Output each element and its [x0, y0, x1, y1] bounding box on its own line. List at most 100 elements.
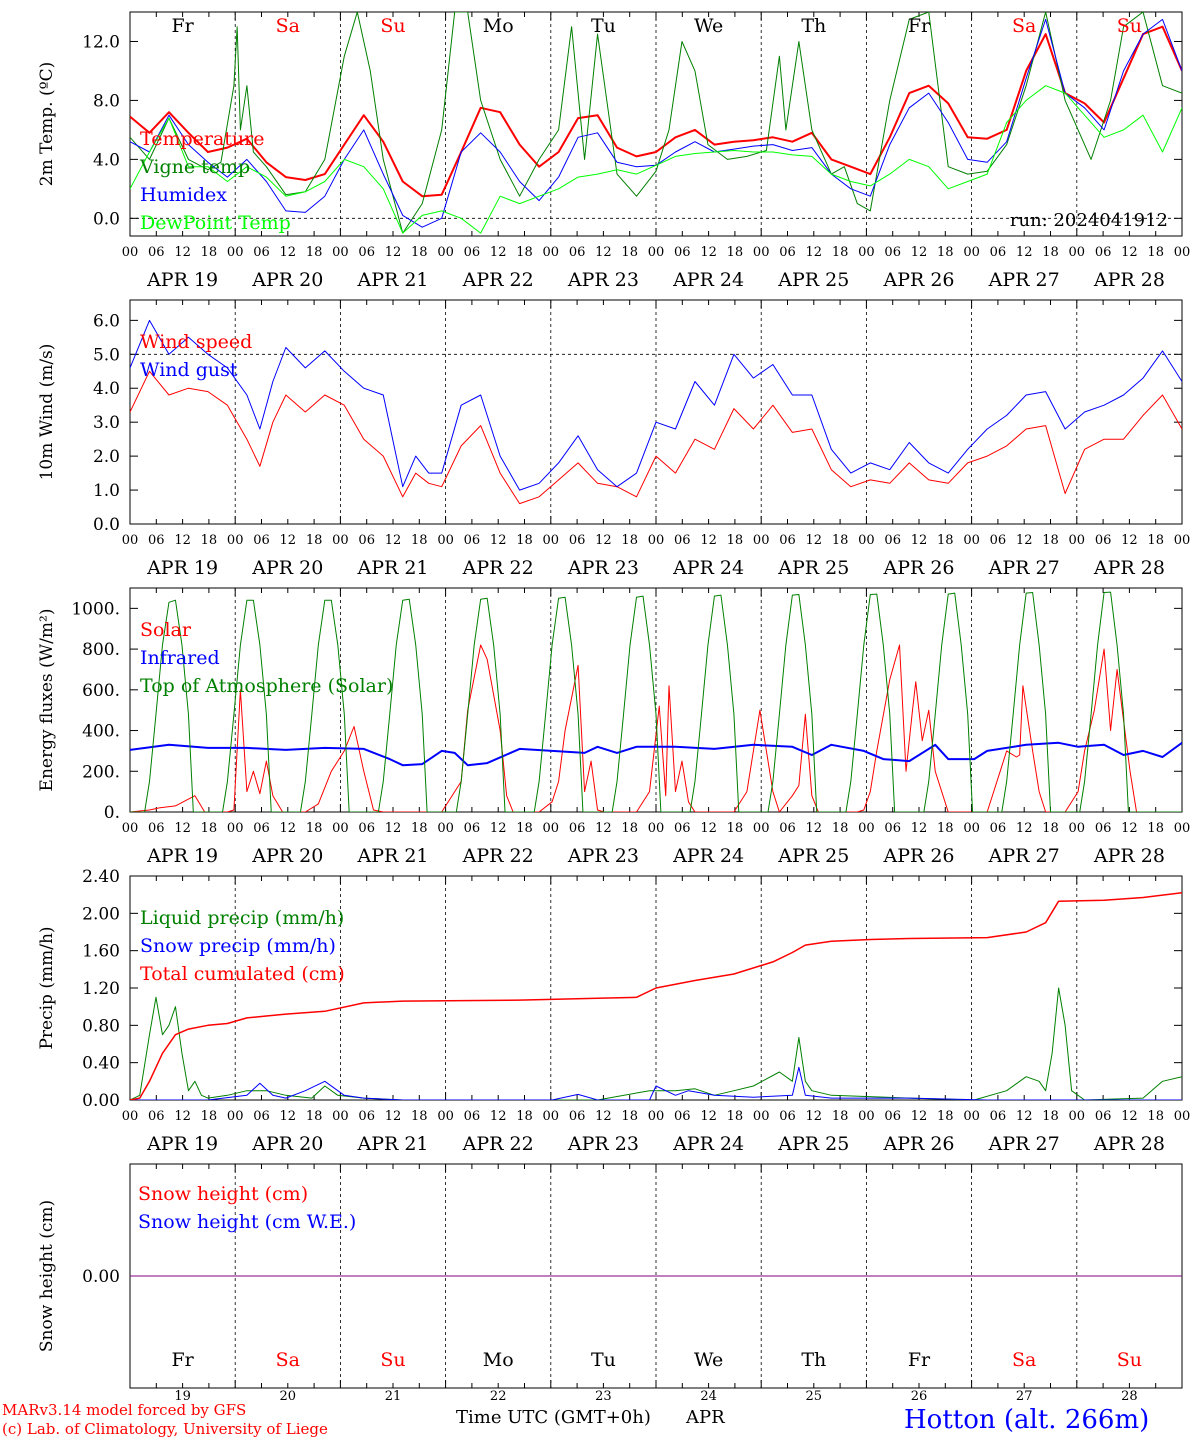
- y-axis-label: 2m Temp. (ºC): [37, 62, 57, 187]
- hour-tick-label: 18: [411, 1109, 428, 1124]
- hour-tick-label: 06: [464, 245, 481, 260]
- hour-tick-label: 00: [437, 821, 454, 836]
- date-label: APR 22: [462, 557, 534, 579]
- hour-tick-label: 12: [280, 533, 297, 548]
- hour-tick-label: 18: [516, 533, 533, 548]
- day-name-label: Sa: [1012, 1349, 1036, 1371]
- day-number-label: 23: [595, 1389, 612, 1404]
- hour-tick-label: 18: [832, 821, 849, 836]
- hour-tick-label: 18: [1042, 533, 1059, 548]
- series-line: [130, 591, 1182, 812]
- y-tick-label: 1000.: [71, 599, 120, 619]
- date-label: APR 23: [567, 1133, 639, 1155]
- hour-tick-label: 00: [122, 821, 139, 836]
- y-tick-label: 2.00: [82, 904, 120, 924]
- legend-entry: DewPoint Temp: [140, 212, 291, 234]
- hour-tick-label: 12: [1016, 245, 1033, 260]
- y-tick-label: 3.0: [93, 413, 120, 433]
- hour-tick-label: 06: [148, 533, 165, 548]
- hour-tick-label: 00: [1069, 245, 1086, 260]
- day-name-label: Sa: [1012, 15, 1036, 37]
- series-line: [130, 12, 1182, 234]
- hour-tick-label: 18: [1042, 1109, 1059, 1124]
- y-tick-label: 0.: [104, 803, 120, 823]
- y-tick-label: 1.60: [82, 942, 120, 962]
- hour-tick-label: 18: [411, 533, 428, 548]
- credit-line-1: MARv3.14 model forced by GFS: [2, 1401, 246, 1419]
- hour-tick-label: 12: [806, 821, 823, 836]
- date-label: APR 28: [1093, 557, 1165, 579]
- day-number-label: 21: [385, 1389, 402, 1404]
- hour-tick-label: 12: [280, 821, 297, 836]
- date-label: APR 28: [1093, 1133, 1165, 1155]
- date-label: APR 21: [356, 845, 428, 867]
- hour-tick-label: 06: [358, 1109, 375, 1124]
- hour-tick-label: 18: [1147, 245, 1164, 260]
- date-label: APR 27: [988, 1133, 1060, 1155]
- day-number-label: 28: [1121, 1389, 1138, 1404]
- legend-entry: Vigne temp: [139, 156, 250, 178]
- series-line: [130, 644, 1182, 812]
- hour-tick-label: 18: [937, 245, 954, 260]
- hour-tick-label: 00: [1069, 533, 1086, 548]
- hour-tick-label: 00: [543, 821, 560, 836]
- y-tick-label: 4.0: [93, 379, 120, 399]
- x-axis-month: APR: [685, 1407, 725, 1428]
- hour-tick-label: 00: [1174, 821, 1191, 836]
- hour-tick-label: 00: [858, 533, 875, 548]
- hour-tick-label: 00: [332, 245, 349, 260]
- hour-tick-label: 06: [148, 1109, 165, 1124]
- series-group: [130, 591, 1182, 812]
- date-label: APR 24: [672, 557, 744, 579]
- hour-tick-label: 06: [884, 245, 901, 260]
- day-number-label: 22: [490, 1389, 507, 1404]
- credit-line-2: (c) Lab. of Climatology, University of L…: [2, 1420, 328, 1438]
- hour-tick-label: 06: [779, 245, 796, 260]
- hour-tick-label: 06: [674, 245, 691, 260]
- hour-tick-label: 06: [990, 533, 1007, 548]
- hour-tick-label: 00: [1174, 1109, 1191, 1124]
- y-tick-label: 600.: [82, 681, 120, 701]
- hour-tick-label: 12: [1016, 533, 1033, 548]
- hour-tick-label: 18: [1147, 821, 1164, 836]
- date-label: APR 24: [672, 845, 744, 867]
- date-label: APR 27: [988, 269, 1060, 291]
- y-tick-label: 0.00: [82, 1091, 120, 1111]
- date-label: APR 20: [251, 269, 323, 291]
- legend-entry: Total cumulated (cm): [140, 963, 345, 985]
- hour-tick-label: 00: [963, 821, 980, 836]
- hour-tick-label: 06: [884, 1109, 901, 1124]
- day-name-label: Su: [380, 15, 405, 37]
- hour-tick-label: 12: [174, 821, 191, 836]
- day-number-label: 20: [280, 1389, 297, 1404]
- hour-tick-label: 12: [911, 821, 928, 836]
- series-group: [130, 892, 1182, 1100]
- series-line: [130, 741, 1182, 767]
- y-tick-label: 12.0: [82, 32, 120, 52]
- hour-tick-label: 12: [385, 533, 402, 548]
- y-tick-label: 0.80: [82, 1016, 120, 1036]
- y-tick-label: 0.40: [82, 1054, 120, 1074]
- hour-tick-label: 12: [174, 245, 191, 260]
- hour-tick-label: 12: [174, 1109, 191, 1124]
- day-number-label: 19: [174, 1389, 191, 1404]
- date-label: APR 27: [988, 845, 1060, 867]
- hour-tick-label: 00: [437, 245, 454, 260]
- day-number-label: 27: [1016, 1389, 1033, 1404]
- hour-tick-label: 06: [1095, 245, 1112, 260]
- hour-tick-label: 00: [543, 1109, 560, 1124]
- legend-entry: Solar: [140, 619, 192, 641]
- hour-tick-label: 18: [201, 821, 218, 836]
- y-axis-label: Snow height (cm): [37, 1200, 57, 1352]
- hour-tick-label: 18: [1147, 533, 1164, 548]
- hour-tick-label: 12: [595, 245, 612, 260]
- day-number-label: 25: [806, 1389, 823, 1404]
- hour-tick-label: 06: [148, 245, 165, 260]
- hour-tick-label: 06: [358, 821, 375, 836]
- y-tick-label: 6.0: [93, 311, 120, 331]
- hour-tick-label: 06: [1095, 821, 1112, 836]
- panel-1: 0.0 4.0 8.0 12.0 2m Temp. (ºC) 00 06 12 18 APR 19…: [37, 11, 1190, 291]
- date-label: APR 21: [356, 269, 428, 291]
- series-line: [130, 892, 1182, 1100]
